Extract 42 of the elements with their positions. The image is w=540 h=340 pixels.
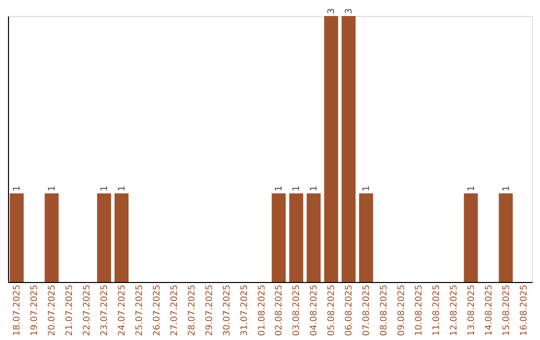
x-tick-label: 16.08.2025	[519, 284, 530, 336]
x-tick-label: 05.08.2025	[327, 284, 338, 336]
x-tick-label: 14.08.2025	[484, 284, 494, 336]
x-tick-label: 21.07.2025	[65, 284, 76, 336]
x-tick-label: 09.08.2025	[397, 284, 407, 336]
data-label: 1	[48, 186, 58, 192]
data-label: 3	[344, 8, 355, 14]
data-label: 1	[362, 186, 372, 192]
x-tick-label: 12.08.2025	[449, 284, 460, 336]
x-tick-label: 24.07.2025	[118, 284, 128, 336]
x-tick-label: 28.07.2025	[187, 284, 198, 336]
data-label: 1	[274, 186, 285, 192]
x-tick-label: 19.07.2025	[30, 284, 40, 336]
data-label: 1	[118, 186, 128, 192]
x-tick-label: 11.08.2025	[432, 284, 442, 336]
x-tick-label: 06.08.2025	[344, 284, 355, 336]
x-tick-label: 30.07.2025	[222, 284, 232, 336]
x-tick-label: 02.08.2025	[274, 284, 285, 336]
x-tick-label: 31.07.2025	[240, 284, 250, 336]
x-tick-label: 20.07.2025	[48, 284, 58, 336]
x-tick-label: 23.07.2025	[100, 284, 110, 336]
data-label: 3	[327, 8, 338, 14]
x-tick-label: 26.07.2025	[152, 284, 162, 336]
data-label: 1	[12, 186, 23, 192]
x-tick-label: 27.07.2025	[170, 284, 180, 336]
x-tick-label: 25.07.2025	[135, 284, 145, 336]
x-tick-label: 03.08.2025	[292, 284, 302, 336]
x-tick-label: 07.08.2025	[362, 284, 372, 336]
x-tick-label: 15.08.2025	[502, 284, 512, 336]
data-label: 1	[310, 186, 320, 192]
data-label: 1	[292, 186, 302, 192]
x-tick-label: 04.08.2025	[310, 284, 320, 336]
x-tick-label: 22.07.2025	[82, 284, 93, 336]
x-tick-label: 18.07.2025	[12, 284, 23, 336]
x-tick-label: 08.08.2025	[380, 284, 390, 336]
x-tick-label: 10.08.2025	[414, 284, 424, 336]
x-tick-label: 01.08.2025	[257, 284, 268, 336]
x-tick-label: 13.08.2025	[466, 284, 477, 336]
data-label: 1	[466, 186, 477, 192]
x-tick-label: 29.07.2025	[204, 284, 215, 336]
data-label: 1	[100, 186, 110, 192]
data-label: 1	[502, 186, 512, 192]
